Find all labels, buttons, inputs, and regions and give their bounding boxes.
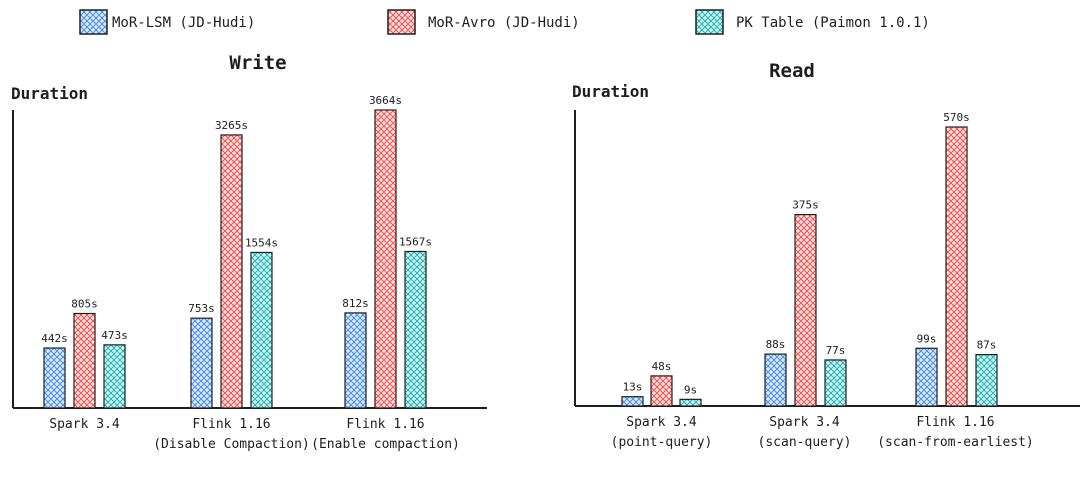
bar [679,398,702,407]
x-tick-label: (scan-from-earliest) [877,435,1034,450]
data-label: 1567s [399,235,432,248]
y-axis-label: Duration [11,84,88,103]
legend-item: MoR-LSM (JD-Hudi) [79,9,255,35]
bar [344,312,367,409]
chart-title: Read [769,60,815,82]
data-label: 88s [766,338,786,351]
bar [945,126,968,407]
x-tick-label: (Disable Compaction) [153,437,310,452]
x-tick-label: (point-query) [611,435,713,450]
bar [650,375,673,407]
data-label: 9s [684,383,697,396]
bar [73,312,96,409]
x-tick-label: Flink 1.16 [346,417,424,432]
data-label: 473s [101,329,128,342]
x-tick-label: Spark 3.4 [626,415,697,430]
data-label: 805s [71,298,98,311]
bar [975,354,998,407]
bar [190,317,213,409]
bar [404,250,427,409]
data-label: 375s [792,199,819,212]
bar [103,344,126,409]
data-label: 87s [977,339,997,352]
y-axis-label: Duration [572,82,649,101]
legend: MoR-LSM (JD-Hudi) MoR-Avro (JD-Hudi) PK Ta… [79,9,930,35]
bar [43,347,66,409]
chart-title: Write [229,52,286,74]
data-label: 812s [342,297,369,310]
x-tick-label: (scan-query) [758,435,852,450]
legend-label: MoR-LSM (JD-Hudi) [112,15,255,31]
bar [621,396,644,407]
legend-label: PK Table (Paimon 1.0.1) [736,15,930,31]
data-label: 3664s [369,94,402,107]
x-tick-label: Spark 3.4 [49,417,120,432]
write-chart: Write Duration 442s 805s 473s Spark 3.4 753s 32… [11,52,487,452]
data-label: 77s [826,344,846,357]
legend-item: MoR-Avro (JD-Hudi) [387,9,580,35]
legend-label: MoR-Avro (JD-Hudi) [428,15,580,31]
x-tick-label: Flink 1.16 [192,417,270,432]
bar [220,134,243,409]
data-label: 3265s [215,119,248,132]
data-label: 753s [188,302,215,315]
legend-swatch [79,9,108,35]
legend-swatch [695,9,724,35]
x-tick-label: (Enable compaction) [311,437,460,452]
read-chart: Read Duration 13s 48s 9s Spark 3.4 (point-quer… [572,60,1080,450]
data-label: 1554s [245,236,278,249]
bar [250,251,273,409]
data-label: 48s [652,360,672,373]
data-label: 570s [943,111,970,124]
data-label: 99s [917,332,937,345]
data-label: 442s [41,332,68,345]
bar [374,109,397,409]
x-tick-label: Spark 3.4 [769,415,840,430]
bar [794,213,817,407]
x-tick-label: Flink 1.16 [916,415,994,430]
bar [764,353,787,407]
bar [915,347,938,407]
data-label: 13s [623,381,643,394]
bar [824,359,847,407]
legend-item: PK Table (Paimon 1.0.1) [695,9,930,35]
legend-swatch [387,9,416,35]
